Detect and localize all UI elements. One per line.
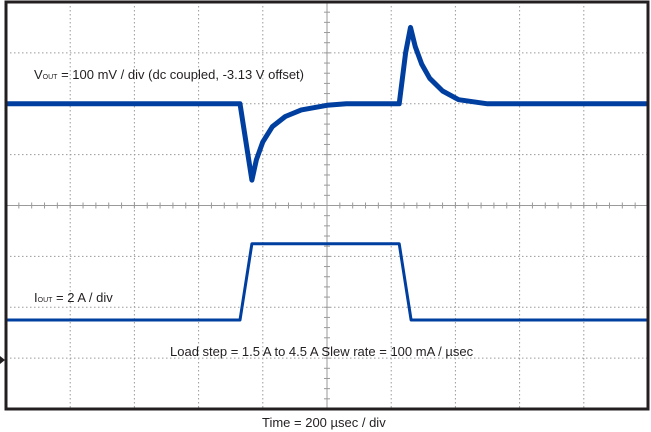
iout-subscript: OUT [37,297,53,304]
iout-label: IOUT = 2 A / div [34,290,113,305]
vout-scale: = 100 mV / div (dc coupled, -3.13 V offs… [57,67,304,82]
vout-subscript: OUT [42,74,58,81]
grid [5,1,648,409]
trace-iout [6,242,648,322]
iout-prefix: I [34,290,38,305]
ground-marker-icon [0,356,5,364]
trace-vout [6,24,648,183]
plot-frame [4,0,650,411]
load-step-label: Load step = 1.5 A to 4.5 A Slew rate = 1… [170,344,474,359]
x-axis-label: Time = 200 µsec / div [262,415,386,430]
traces [6,24,648,322]
iout-scale: = 2 A / div [52,290,113,305]
vout-prefix: V [34,67,43,82]
vout-label: VOUT = 100 mV / div (dc coupled, -3.13 V… [34,67,304,82]
